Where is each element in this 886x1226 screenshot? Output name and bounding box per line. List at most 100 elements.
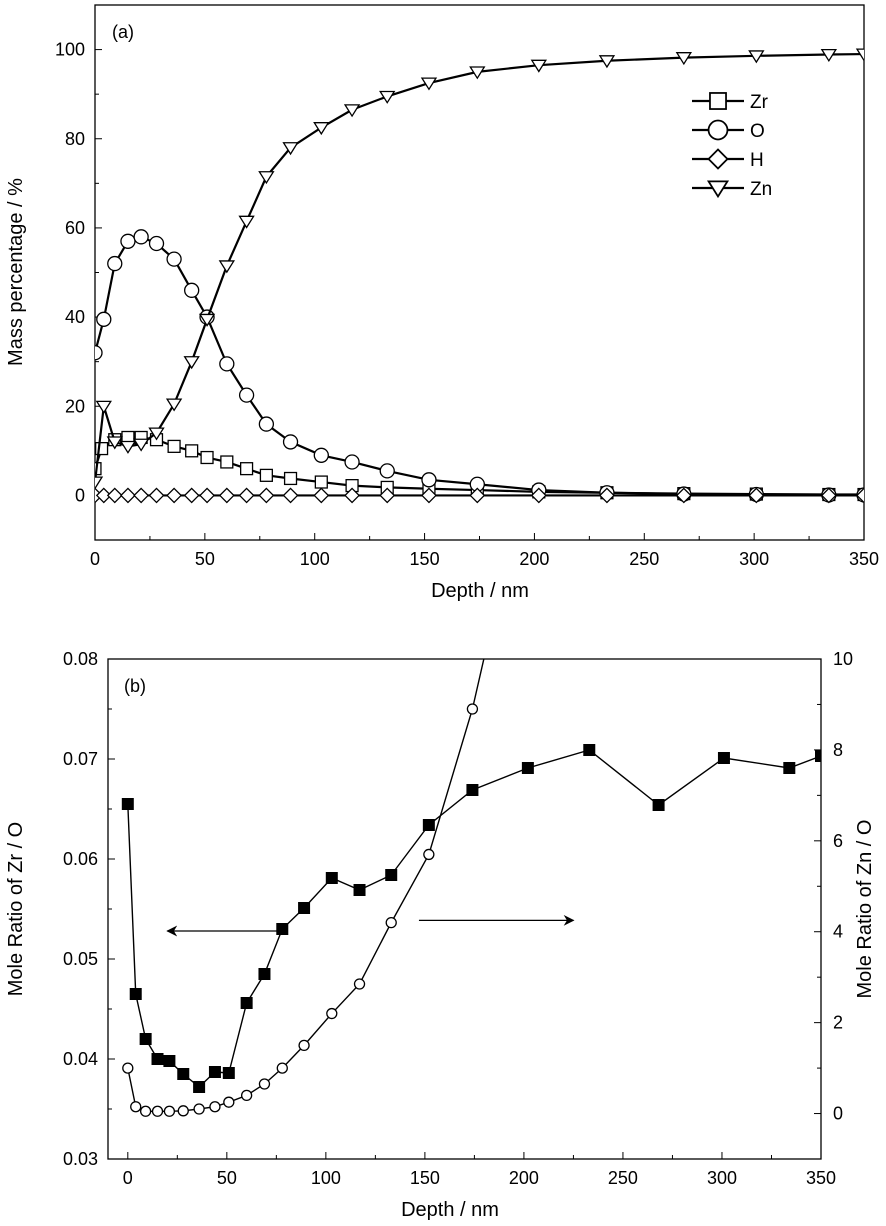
data-point-zn [420,77,438,91]
data-point-zr-o-ratio [583,744,596,756]
panel-a-y-ticks: 0 20 40 60 80 100 [55,40,102,505]
data-point-zr-o-ratio [815,750,821,762]
y2-tick-label: 2 [833,1013,843,1033]
data-point-zn [820,48,838,63]
data-point-h [313,487,330,504]
legend-label: H [750,150,764,171]
panel-b-x-ticks: 0 50 100 150 200 250 300 350 [123,1152,836,1188]
data-point-zn [95,400,112,414]
data-point-zr-o-ratio [325,872,338,884]
data-point-zr-o-ratio [240,997,253,1009]
x-tick-label: 50 [217,1168,237,1188]
x-tick-label: 200 [519,549,549,569]
x-tick-label: 200 [509,1168,539,1188]
data-point-zr-o-ratio [466,784,479,796]
data-point-zn-o-ratio [276,1062,288,1074]
data-point-zn [238,215,255,229]
data-point-zr-o-ratio [298,902,311,914]
data-point-zr-o-ratio [258,968,271,980]
data-point-zr-o-ratio [139,1033,152,1045]
panel-b-label: (b) [124,676,146,696]
data-point-h [199,487,215,504]
data-point-zn-o-ratio [139,1105,152,1117]
legend-entry-zr: Zr [692,92,769,113]
x-tick-label: 100 [311,1168,341,1188]
series-zr-o-ratio [121,744,821,1093]
data-point-zn-o-ratio [122,1062,134,1074]
data-point-h [856,487,864,504]
y2-tick-label: 8 [833,740,843,760]
data-point-zn [218,260,236,274]
data-point-zn [132,438,150,452]
data-point-h [183,487,200,504]
data-point-h [344,487,360,504]
data-point-zr [200,450,214,465]
legend-label: Zr [750,92,769,113]
series-zn [95,48,864,490]
data-point-zn [748,50,765,64]
data-point-o [313,447,329,463]
panel-b: (b) 0 50 100 150 200 250 300 350 0.030.040.050.… [5,609,876,1221]
panel-a-x-ticks: 0 50 100 150 200 250 300 350 [90,533,879,569]
data-point-zn-o-ratio [223,1096,235,1108]
data-point-h [166,487,183,504]
legend-marker [709,92,727,110]
data-point-zn [148,427,165,441]
data-point-zn-o-ratio [423,848,435,861]
data-point-o [166,251,182,267]
panel-a-label: (a) [112,22,134,42]
data-point-o [95,345,103,361]
data-point-h [421,487,437,504]
data-point-zr-o-ratio [177,1068,190,1080]
data-point-h [599,487,615,504]
y-tick-label: 0.06 [63,849,98,869]
data-point-o [421,472,437,488]
data-point-zr-o-ratio [422,819,435,831]
legend-marker [707,148,729,170]
y-tick-label: 0.03 [63,1149,98,1169]
data-point-zn-o-ratio [130,1101,142,1113]
data-point-zr [259,468,273,482]
legend-marker [706,180,730,199]
legend-marker [707,119,729,141]
panel-b-y2-ticks: 0 2 4 6 8 10 [814,649,853,1124]
data-point-zr [167,439,181,453]
data-point-zn-o-ratio [209,1101,221,1113]
y-tick-label: 80 [65,129,85,149]
data-point-zr-o-ratio [121,798,134,810]
data-point-h [120,487,136,504]
data-point-h [238,487,255,504]
data-point-o [344,454,360,470]
x-tick-label: 350 [806,1168,836,1188]
x-tick-label: 250 [608,1168,638,1188]
data-point-zn-o-ratio [489,609,499,619]
data-point-zr-o-ratio [276,923,289,935]
y-tick-label: 40 [65,307,85,327]
legend-entry-o: O [692,119,765,142]
data-point-zn-o-ratio [163,1105,176,1117]
data-point-o [96,311,112,327]
data-point-h [530,487,547,504]
data-point-h [258,487,275,504]
data-point-zr-o-ratio [521,762,534,774]
y2-tick-label: 0 [833,1104,843,1124]
y-tick-label: 0.07 [63,749,98,769]
data-point-zr-o-ratio [652,799,665,811]
data-point-zr [185,444,199,458]
x-tick-label: 0 [90,549,100,569]
data-point-zn [675,52,693,66]
panel-b-series [121,609,821,1117]
data-point-o [133,229,149,245]
panel-a-series [95,48,864,504]
x-tick-label: 250 [629,549,659,569]
x-tick-label: 350 [849,549,879,569]
data-point-o [148,235,165,252]
series-line-zn [95,52,864,483]
panel-a-x-axis-title: Depth / nm [431,580,529,602]
data-point-zr-o-ratio [385,869,398,881]
data-point-o [107,255,123,272]
data-point-o [219,356,235,372]
data-point-zr [220,455,234,469]
panel-b-y-axis-title: Mole Ratio of Zr / O [5,822,27,997]
